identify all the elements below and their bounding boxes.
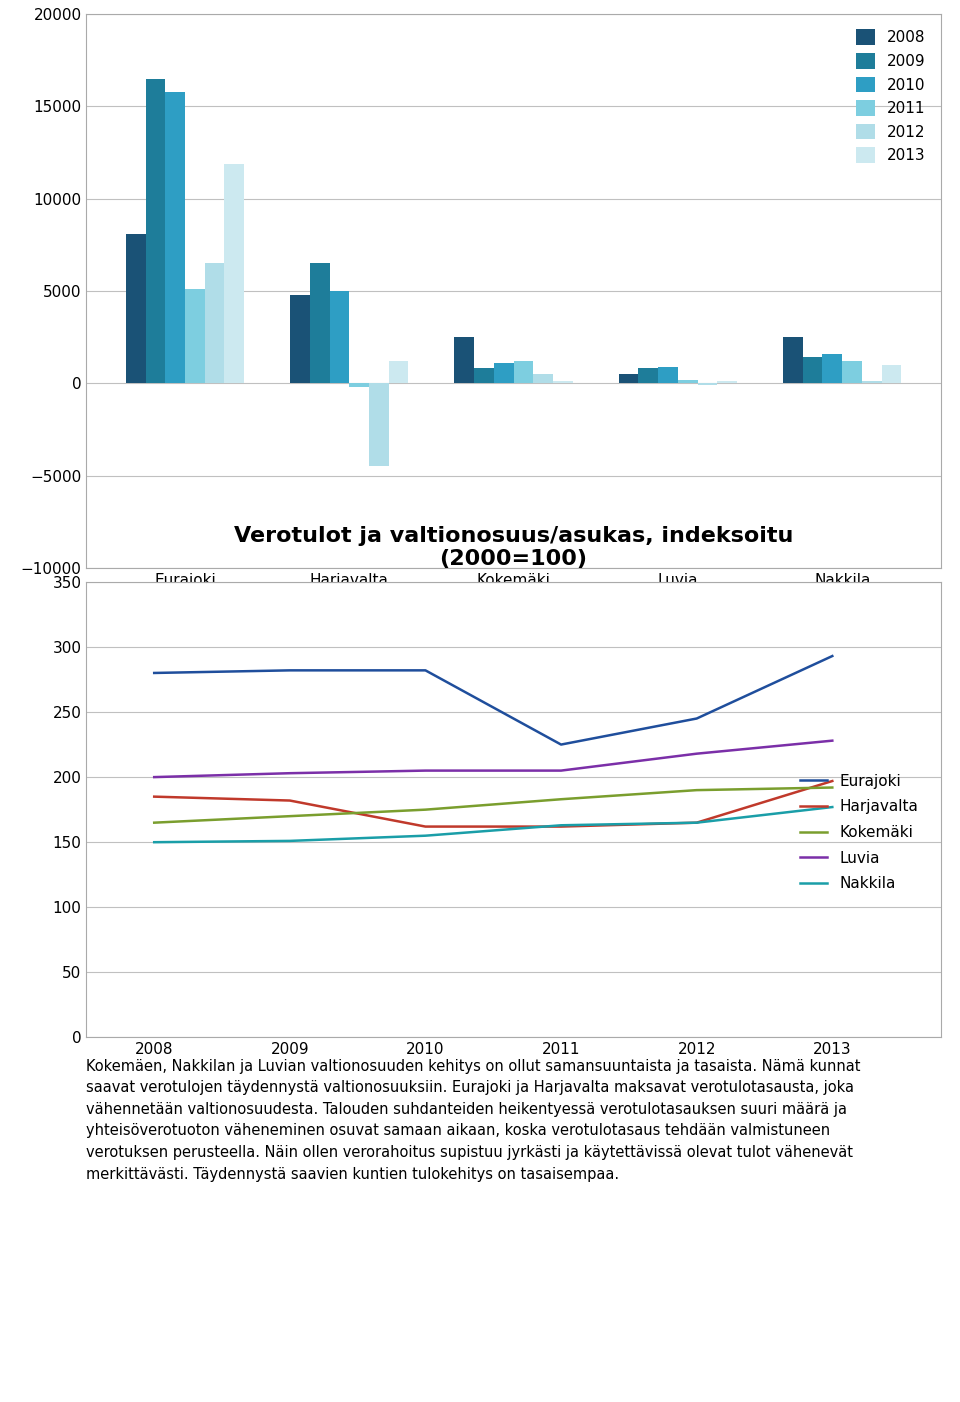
Line: Nakkila: Nakkila	[155, 808, 832, 843]
Line: Eurajoki: Eurajoki	[155, 656, 832, 744]
Bar	[823, 353, 842, 383]
Bar	[803, 358, 823, 383]
Bar	[329, 290, 349, 383]
Eurajoki	[827, 648, 838, 665]
Kokemäki	[555, 791, 566, 808]
Bar	[678, 380, 698, 383]
Bar	[454, 336, 474, 383]
Bar	[290, 294, 310, 383]
Kokemäki	[149, 815, 160, 831]
Bar	[638, 369, 659, 383]
Bar	[389, 362, 408, 383]
Luvia	[284, 765, 296, 782]
Harjavalta	[691, 815, 703, 831]
Luvia	[149, 768, 160, 785]
Bar	[783, 336, 803, 383]
Line: Luvia: Luvia	[155, 740, 832, 777]
Bar	[349, 383, 369, 387]
Bar	[369, 383, 389, 467]
Bar	[534, 374, 553, 383]
Kokemäki	[284, 808, 296, 824]
Harjavalta	[284, 792, 296, 809]
Luvia	[555, 763, 566, 780]
Luvia	[420, 763, 431, 780]
Bar	[185, 289, 204, 383]
Bar	[310, 264, 329, 383]
Nakkila	[691, 815, 703, 831]
Nakkila	[827, 799, 838, 816]
Bar	[493, 363, 514, 383]
Harjavalta	[827, 773, 838, 789]
Kokemäki	[691, 782, 703, 799]
Bar	[165, 91, 185, 383]
Harjavalta	[420, 819, 431, 836]
Text: Kokemäen, Nakkilan ja Luvian valtionosuuden kehitys on ollut samansuuntaista ja : Kokemäen, Nakkilan ja Luvian valtionosuu…	[86, 1059, 861, 1182]
Eurajoki	[149, 665, 160, 681]
Bar	[146, 79, 165, 383]
Bar	[514, 362, 534, 383]
Kokemäki	[420, 801, 431, 817]
Title: Verotulot ja valtionosuus/asukas, indeksoitu
(2000=100): Verotulot ja valtionosuus/asukas, indeks…	[234, 526, 793, 569]
Harjavalta	[149, 788, 160, 805]
Bar	[862, 381, 881, 383]
Line: Harjavalta: Harjavalta	[155, 781, 832, 827]
Nakkila	[555, 817, 566, 834]
Bar	[881, 365, 901, 383]
Legend: Eurajoki, Harjavalta, Kokemäki, Luvia, Nakkila: Eurajoki, Harjavalta, Kokemäki, Luvia, N…	[794, 767, 924, 897]
Eurajoki	[284, 662, 296, 679]
Luvia	[827, 732, 838, 749]
Bar	[474, 369, 493, 383]
Bar	[225, 164, 244, 383]
Bar	[553, 381, 573, 383]
Line: Kokemäki: Kokemäki	[155, 788, 832, 823]
Bar	[659, 366, 678, 383]
Bar	[698, 383, 717, 386]
Eurajoki	[420, 662, 431, 679]
Legend: 2008, 2009, 2010, 2011, 2012, 2013: 2008, 2009, 2010, 2011, 2012, 2013	[849, 21, 933, 171]
Bar	[204, 264, 225, 383]
Eurajoki	[555, 736, 566, 753]
Luvia	[691, 746, 703, 763]
Bar	[619, 374, 638, 383]
Nakkila	[284, 833, 296, 850]
Bar	[126, 234, 146, 383]
Nakkila	[420, 827, 431, 844]
Bar	[842, 362, 862, 383]
Nakkila	[149, 834, 160, 851]
Bar	[717, 381, 737, 383]
Kokemäki	[827, 780, 838, 796]
Eurajoki	[691, 711, 703, 728]
Harjavalta	[555, 819, 566, 836]
